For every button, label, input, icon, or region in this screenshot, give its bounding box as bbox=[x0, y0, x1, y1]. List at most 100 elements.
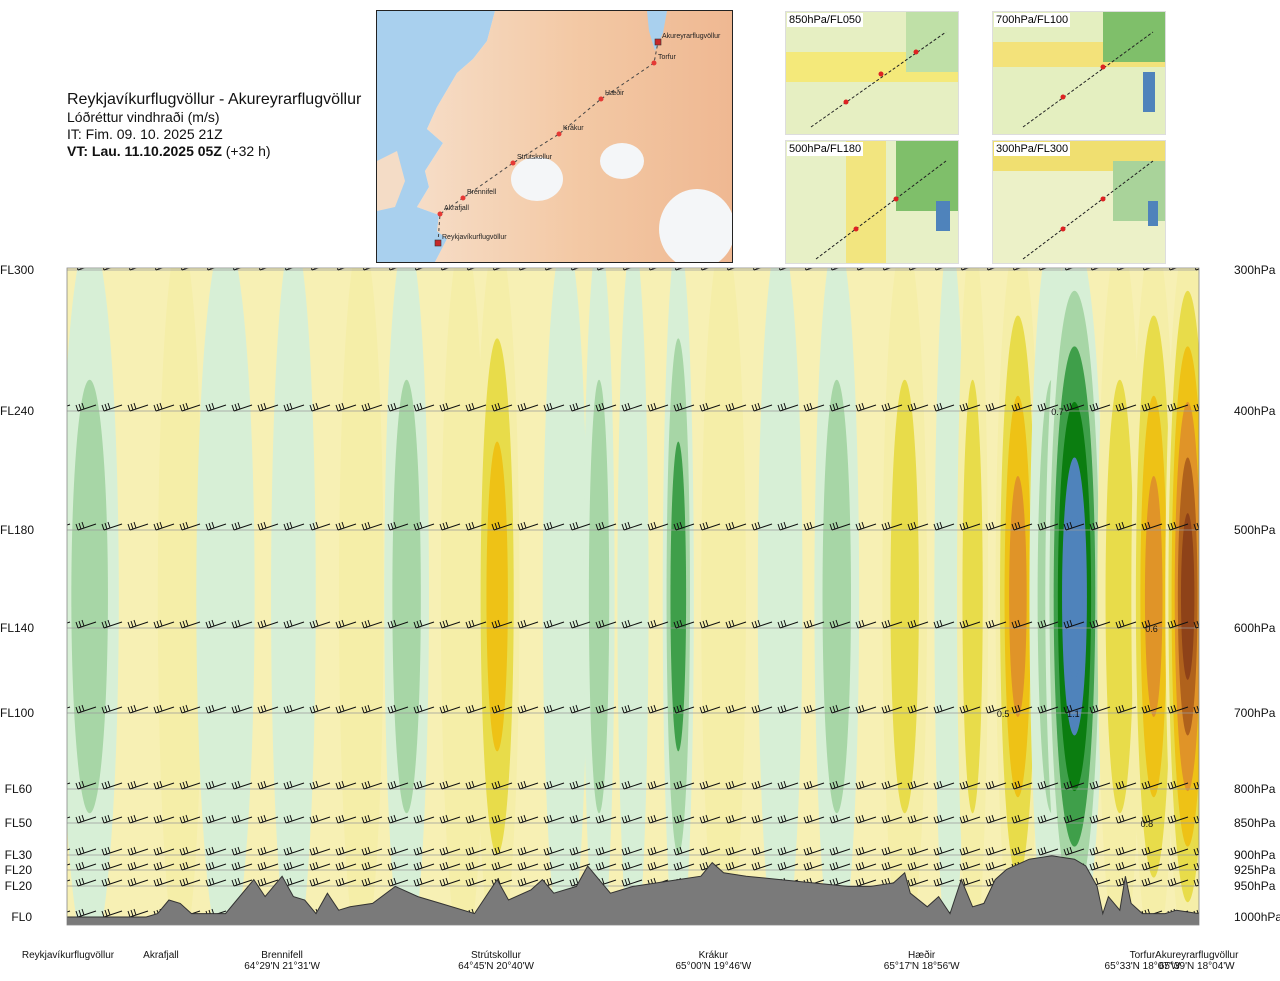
wind-barb bbox=[933, 619, 955, 629]
wind-barb bbox=[855, 877, 877, 887]
value-annotation: 0.6 bbox=[1145, 624, 1158, 634]
wind-barb bbox=[517, 402, 539, 412]
wind-barb bbox=[777, 780, 799, 790]
wind-barb bbox=[933, 861, 955, 871]
velocity-band bbox=[757, 268, 803, 925]
pressure-label: 400hPa bbox=[1234, 404, 1276, 418]
thumbnail-850-svg bbox=[786, 12, 958, 134]
wind-barb bbox=[777, 521, 799, 531]
thumbnail-700[interactable]: 700hPa/FL100 bbox=[992, 11, 1166, 135]
glacier-vatnajokull bbox=[659, 189, 732, 262]
wind-barb bbox=[127, 521, 149, 531]
wind-barb bbox=[102, 268, 112, 271]
velocity-band bbox=[822, 379, 851, 814]
wind-barb bbox=[1141, 619, 1163, 629]
wind-barb bbox=[231, 877, 253, 887]
wind-barb bbox=[440, 268, 450, 271]
value-annotations: 0.7 0.6 0.5 1.1 0.8 bbox=[997, 407, 1158, 829]
wind-barb bbox=[1115, 780, 1137, 790]
wind-barb bbox=[907, 814, 929, 824]
wind-barb bbox=[751, 521, 773, 531]
wind-barb bbox=[491, 704, 513, 714]
wind-barb bbox=[1012, 268, 1022, 271]
thumbnail-300[interactable]: 300hPa/FL300 bbox=[992, 140, 1166, 264]
wind-barb bbox=[959, 402, 981, 412]
wind-barb bbox=[985, 521, 1007, 531]
location-name: Akureyrarflugvöllur bbox=[1155, 950, 1239, 961]
velocity-band bbox=[1144, 476, 1163, 717]
wind-barb bbox=[284, 268, 294, 271]
wind-barb bbox=[439, 877, 461, 887]
map-point-label: Torfur bbox=[658, 54, 677, 61]
wind-barb bbox=[544, 268, 554, 271]
wind-barb bbox=[257, 619, 279, 629]
wind-barb bbox=[543, 521, 565, 531]
wind-barb bbox=[673, 704, 695, 714]
wind-barb bbox=[934, 268, 944, 271]
wind-barb bbox=[310, 268, 320, 271]
wind-barb bbox=[595, 814, 617, 824]
wind-barb bbox=[153, 846, 175, 856]
wind-barb bbox=[829, 402, 851, 412]
western-land bbox=[377, 151, 405, 211]
wind-barb bbox=[647, 846, 669, 856]
wind-barb bbox=[205, 619, 227, 629]
pressure-gridlines bbox=[67, 269, 1199, 918]
issue-time: IT: Fim. 09. 10. 2025 21Z bbox=[67, 126, 223, 142]
wind-barb bbox=[283, 814, 305, 824]
thumbnail-500[interactable]: 500hPa/FL180 bbox=[785, 140, 959, 264]
wind-barb bbox=[361, 861, 383, 871]
wind-barb bbox=[569, 861, 591, 871]
wind-barb bbox=[959, 704, 981, 714]
wind-barb bbox=[985, 846, 1007, 856]
wind-barb bbox=[1168, 268, 1178, 271]
wind-barb bbox=[232, 268, 242, 271]
wind-barb bbox=[283, 619, 305, 629]
wind-barb bbox=[699, 814, 721, 824]
wind-barb bbox=[933, 846, 955, 856]
wind-barb bbox=[985, 402, 1007, 412]
wind-barb bbox=[257, 877, 279, 887]
wind-barb bbox=[335, 861, 357, 871]
map-point: Strútskollur bbox=[510, 154, 553, 166]
wind-barb bbox=[387, 704, 409, 714]
flight-level-label: FL100 bbox=[0, 706, 35, 720]
wind-barb bbox=[907, 619, 929, 629]
wind-barb bbox=[1115, 402, 1137, 412]
route-map-svg: Reykjavíkurflugvöllur Akrafjall Brennifell… bbox=[377, 11, 732, 262]
wind-barb bbox=[75, 877, 97, 887]
wind-barb bbox=[75, 619, 97, 629]
wind-barb bbox=[1167, 877, 1189, 887]
wind-barb bbox=[777, 861, 799, 871]
wind-barb bbox=[1141, 704, 1163, 714]
wind-barb bbox=[725, 846, 747, 856]
wind-barb bbox=[595, 704, 617, 714]
location-label: Hæðir 65°17'N 18°56'W bbox=[862, 950, 982, 972]
location-name: Krákur bbox=[698, 950, 729, 961]
wind-barb bbox=[439, 402, 461, 412]
wind-barb bbox=[1037, 780, 1059, 790]
wind-barb bbox=[283, 861, 305, 871]
velocity-band bbox=[392, 379, 421, 814]
wind-barb bbox=[1167, 861, 1189, 871]
wind-barb bbox=[1089, 780, 1111, 790]
wind-barb bbox=[76, 268, 86, 271]
wind-barb bbox=[127, 619, 149, 629]
wind-barb bbox=[439, 619, 461, 629]
wind-barb bbox=[569, 814, 591, 824]
wind-barb bbox=[127, 846, 149, 856]
fjord-eyjafjordur bbox=[647, 11, 667, 51]
wind-barb bbox=[881, 861, 903, 871]
thumbnail-850[interactable]: 850hPa/FL050 bbox=[785, 11, 959, 135]
wind-barb bbox=[153, 402, 175, 412]
wind-barb bbox=[855, 846, 877, 856]
wind-barb bbox=[517, 861, 539, 871]
wind-barb bbox=[647, 814, 669, 824]
velocity-band bbox=[617, 268, 649, 925]
wind-barb bbox=[1167, 704, 1189, 714]
wind-barb bbox=[777, 846, 799, 856]
wind-barb bbox=[465, 521, 487, 531]
wind-barb bbox=[1063, 521, 1085, 531]
wind-barb bbox=[959, 846, 981, 856]
